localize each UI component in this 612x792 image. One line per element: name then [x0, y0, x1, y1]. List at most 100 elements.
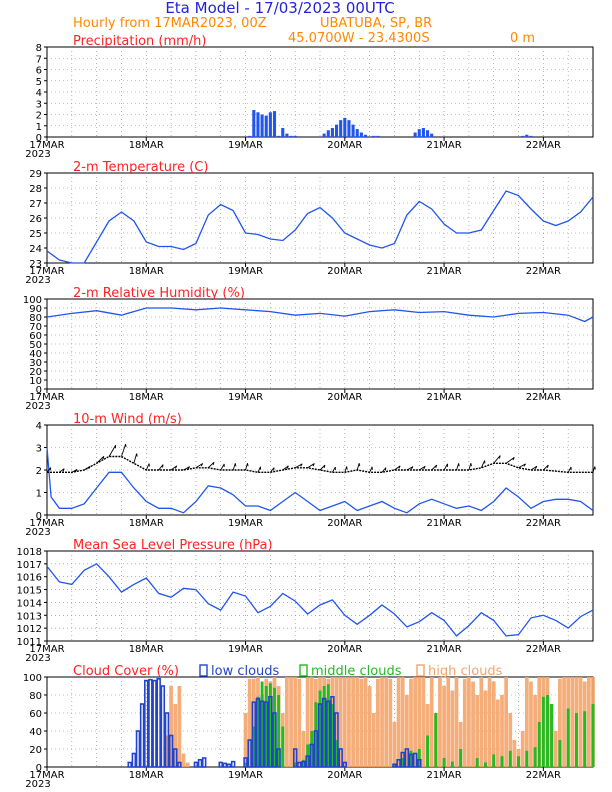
cloud-bar-high-clouds — [342, 677, 347, 767]
cloud-bar-low-clouds — [309, 743, 314, 768]
precip-bar — [430, 133, 434, 137]
cloud-bar-high-clouds — [177, 686, 182, 767]
cloud-bar-high-clouds — [442, 686, 446, 767]
wind-vector — [245, 463, 248, 471]
x-tick-label: 20MAR — [327, 644, 362, 655]
precip-bar — [281, 128, 285, 137]
cloud-bar-middle-clouds — [517, 756, 520, 767]
cloud-bar-low-clouds — [313, 730, 319, 768]
wind-vector-head — [458, 463, 460, 467]
x-year-label: 2023 — [25, 653, 50, 664]
cloud-bar-low-clouds — [396, 758, 401, 768]
x-tick-label: 17MAR — [29, 644, 64, 655]
wind-vector — [518, 463, 526, 469]
cloud-bar-low-clouds — [164, 712, 170, 768]
cloud-bar-low-clouds — [417, 758, 422, 768]
wind-vector — [480, 460, 486, 468]
cloud-bar-high-clouds — [487, 677, 492, 767]
cloud-bar-high-clouds — [347, 677, 351, 767]
wind-vector-baseline — [47, 455, 593, 473]
cloud-bar-low-clouds — [334, 712, 339, 768]
y-tick-label: 4 — [36, 421, 42, 432]
y-tick-label: 0 — [36, 763, 42, 774]
cloud-bar-middle-clouds — [434, 713, 438, 767]
y-tick-label: 1017 — [17, 560, 42, 571]
cloud-bar-low-clouds — [222, 762, 228, 768]
y-tick-label: 10 — [29, 376, 42, 387]
y-tick-label: 3 — [36, 99, 42, 110]
wind-vector-head — [300, 463, 303, 467]
cloud-bar-middle-clouds — [314, 702, 318, 767]
y-tick-label: 100 — [23, 295, 42, 306]
cloud-bar-high-clouds — [529, 681, 533, 767]
x-year-label: 2023 — [25, 401, 50, 412]
precip-bar — [343, 117, 347, 137]
precip-bar — [339, 120, 343, 137]
precip-bar — [529, 135, 533, 137]
precip-bar — [322, 133, 326, 137]
cloud-bar-high-clouds — [483, 690, 488, 767]
y-tick-label: 40 — [29, 349, 42, 360]
cloud-bar-middle-clouds — [550, 704, 554, 767]
cloud-bar-middle-clouds — [277, 695, 281, 767]
cloud-bar-low-clouds — [201, 757, 207, 768]
y-tick-label: 60 — [29, 331, 42, 342]
x-tick-label: 22MAR — [526, 644, 561, 655]
cloud-bar-low-clouds — [297, 761, 302, 768]
cloud-bar-low-clouds — [139, 703, 145, 768]
precip-bar — [268, 112, 272, 137]
precip-bar — [334, 124, 339, 137]
y-tick-label: 5 — [36, 77, 42, 88]
wind-vector — [567, 466, 572, 473]
y-tick-label: 1018 — [17, 547, 42, 558]
cloud-bar-middle-clouds — [302, 759, 305, 767]
cloud-bar-low-clouds — [144, 679, 149, 768]
cloud-bar-high-clouds — [173, 704, 178, 767]
wind-vector-head — [234, 463, 237, 467]
y-tick-label: 60 — [29, 709, 42, 720]
cloud-bar-low-clouds — [197, 758, 203, 768]
cloud-bar-middle-clouds — [310, 731, 314, 767]
cloud-bar-middle-clouds — [318, 690, 322, 767]
cloud-bar-middle-clouds — [244, 762, 247, 767]
x-tick-label: 17MAR — [29, 266, 64, 277]
precip-bar — [421, 128, 425, 137]
cloud-bar-low-clouds — [263, 701, 269, 768]
cloud-bar-high-clouds — [165, 735, 169, 767]
wind-vector-head — [162, 464, 164, 468]
cloud-bar-middle-clouds — [525, 750, 529, 767]
precip-bar — [359, 132, 363, 137]
wind-vector-head — [175, 465, 178, 469]
cloud-bar-middle-clouds — [450, 761, 454, 767]
wind-vector — [133, 453, 138, 464]
wind-vector-head — [512, 457, 515, 461]
wind-vector — [220, 463, 225, 471]
cloud-bar-high-clouds — [371, 713, 376, 767]
cloud-bar-high-clouds — [334, 677, 339, 767]
precip-bar — [363, 134, 368, 137]
precip-bar — [330, 128, 334, 137]
wind-vector-head — [125, 444, 127, 448]
elevation-label: 0 m — [510, 31, 535, 46]
cloud-bar-low-clouds — [131, 752, 137, 768]
cloud-bar-low-clouds — [412, 752, 418, 768]
panel-title: Precipitation (mm/h) — [73, 34, 206, 49]
x-tick-label: 18MAR — [129, 266, 164, 277]
wind-vector-head — [49, 467, 52, 471]
x-tick-label: 17MAR — [29, 140, 64, 151]
cloud-bar-middle-clouds — [575, 713, 578, 767]
cloud-bar-middle-clouds — [492, 754, 496, 767]
cloud-bar-high-clouds — [587, 677, 591, 767]
wind-vector — [121, 444, 126, 457]
cloud-bar-high-clouds — [533, 695, 537, 767]
wind-vector — [145, 463, 150, 471]
x-tick-label: 18MAR — [129, 392, 164, 403]
cloud-bar-high-clouds — [454, 677, 459, 767]
wind-vector-head — [470, 463, 472, 467]
cloud-bar-middle-clouds — [591, 704, 595, 767]
cloud-bar-high-clouds — [181, 753, 186, 767]
wind-vector — [468, 463, 472, 471]
cloud-bar-low-clouds — [408, 753, 414, 768]
